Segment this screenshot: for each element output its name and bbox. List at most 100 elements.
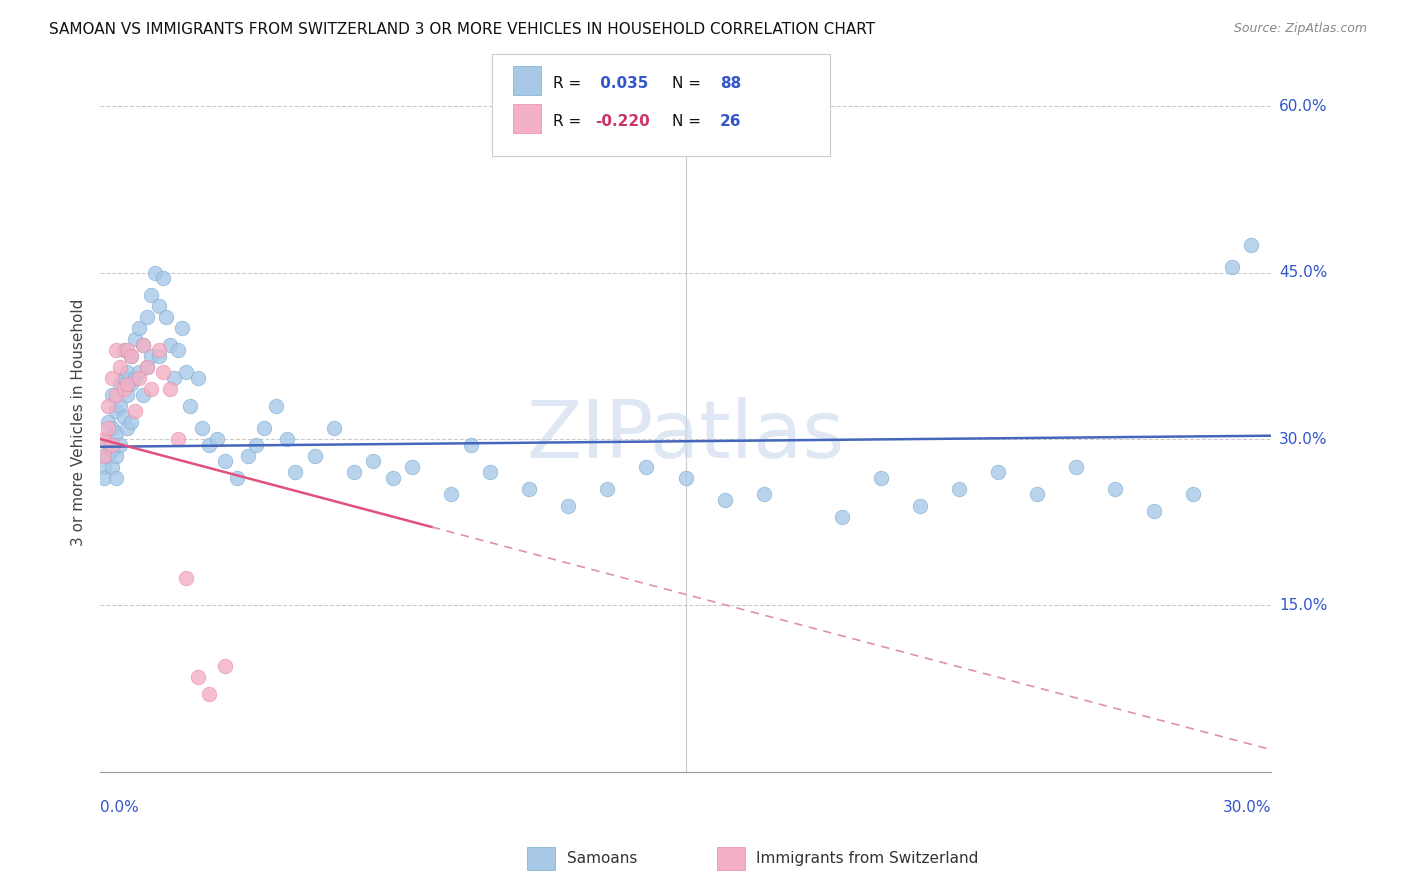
Point xyxy=(214,454,236,468)
Point xyxy=(128,371,150,385)
Point xyxy=(167,343,190,358)
Point xyxy=(101,443,124,458)
Point xyxy=(93,471,115,485)
Text: 45.0%: 45.0% xyxy=(1279,265,1327,280)
Point xyxy=(93,449,115,463)
Point xyxy=(174,366,197,380)
Point xyxy=(831,509,853,524)
Point xyxy=(101,459,124,474)
Point xyxy=(117,366,139,380)
Text: R =: R = xyxy=(553,76,586,91)
Point xyxy=(108,437,131,451)
Point xyxy=(1240,238,1263,252)
Point xyxy=(101,437,124,451)
Point xyxy=(323,421,346,435)
Point xyxy=(948,482,970,496)
Point xyxy=(343,465,366,479)
Point xyxy=(93,449,115,463)
Point xyxy=(132,387,155,401)
Text: 0.035: 0.035 xyxy=(595,76,648,91)
Point xyxy=(159,337,181,351)
Point xyxy=(636,459,658,474)
Point xyxy=(104,426,127,441)
Point xyxy=(128,321,150,335)
Text: 30.0%: 30.0% xyxy=(1222,799,1271,814)
Point xyxy=(869,471,891,485)
Point xyxy=(152,366,174,380)
Y-axis label: 3 or more Vehicles in Household: 3 or more Vehicles in Household xyxy=(72,299,86,546)
Point xyxy=(187,671,209,685)
Point xyxy=(557,499,579,513)
Text: -0.220: -0.220 xyxy=(595,114,650,129)
Point xyxy=(1064,459,1087,474)
Point xyxy=(190,421,212,435)
Point xyxy=(104,404,127,418)
Text: N =: N = xyxy=(672,114,706,129)
Point xyxy=(174,571,197,585)
Point xyxy=(139,382,162,396)
Point xyxy=(101,371,124,385)
Point xyxy=(187,371,209,385)
Point xyxy=(198,437,221,451)
Text: 0.0%: 0.0% xyxy=(100,799,139,814)
Point xyxy=(124,371,146,385)
Point xyxy=(132,337,155,351)
Point xyxy=(97,437,120,451)
Point xyxy=(167,432,190,446)
Point xyxy=(97,421,120,435)
Point xyxy=(112,409,135,424)
Point xyxy=(172,321,194,335)
Text: 15.0%: 15.0% xyxy=(1279,598,1327,613)
Point xyxy=(148,343,170,358)
Text: N =: N = xyxy=(672,76,706,91)
Point xyxy=(136,310,159,324)
Point xyxy=(120,376,142,391)
Text: 60.0%: 60.0% xyxy=(1279,99,1327,114)
Point xyxy=(713,493,735,508)
Point xyxy=(124,332,146,346)
Point xyxy=(159,382,181,396)
Point xyxy=(108,359,131,374)
Point xyxy=(101,421,124,435)
Point xyxy=(198,687,221,701)
Point xyxy=(479,465,502,479)
Text: 30.0%: 30.0% xyxy=(1279,432,1327,447)
Point xyxy=(1181,487,1204,501)
Point xyxy=(148,299,170,313)
Point xyxy=(97,449,120,463)
Point xyxy=(104,387,127,401)
Point xyxy=(104,471,127,485)
Point xyxy=(519,482,541,496)
Point xyxy=(284,465,307,479)
Point xyxy=(1104,482,1126,496)
Point xyxy=(108,399,131,413)
Point xyxy=(225,471,247,485)
Point xyxy=(117,421,139,435)
Text: Source: ZipAtlas.com: Source: ZipAtlas.com xyxy=(1233,22,1367,36)
Point xyxy=(112,343,135,358)
Text: R =: R = xyxy=(553,114,586,129)
Point xyxy=(152,271,174,285)
Point xyxy=(238,449,260,463)
Text: 88: 88 xyxy=(720,76,741,91)
Point xyxy=(117,343,139,358)
Point xyxy=(112,371,135,385)
Point xyxy=(363,454,385,468)
Point xyxy=(596,482,619,496)
Point xyxy=(675,471,697,485)
Point xyxy=(752,487,775,501)
Point xyxy=(93,432,115,446)
Point xyxy=(120,416,142,430)
Point xyxy=(1025,487,1047,501)
Text: Samoans: Samoans xyxy=(567,851,637,865)
Point xyxy=(112,382,135,396)
Point xyxy=(139,349,162,363)
Point xyxy=(117,387,139,401)
Point xyxy=(205,432,228,446)
Text: SAMOAN VS IMMIGRANTS FROM SWITZERLAND 3 OR MORE VEHICLES IN HOUSEHOLD CORRELATIO: SAMOAN VS IMMIGRANTS FROM SWITZERLAND 3 … xyxy=(49,22,876,37)
Point xyxy=(97,399,120,413)
Point xyxy=(401,459,423,474)
Point xyxy=(253,421,276,435)
Point xyxy=(139,288,162,302)
Point xyxy=(120,349,142,363)
